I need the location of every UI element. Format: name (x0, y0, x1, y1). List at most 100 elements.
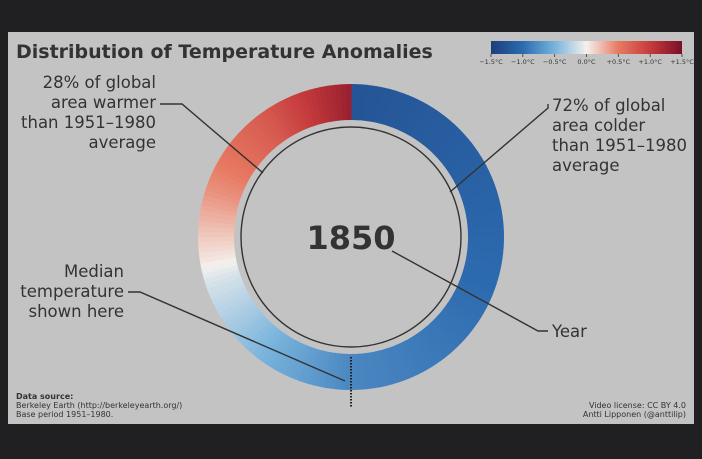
ring-segment (402, 99, 424, 134)
ring-segment (313, 87, 328, 124)
anomaly-ring (197, 84, 504, 390)
ring-segment (244, 320, 273, 351)
ring-segment (207, 179, 243, 197)
ring-segment (260, 331, 286, 364)
ring-segment (198, 240, 235, 248)
ring-segment (419, 113, 446, 146)
ring-segment (355, 84, 363, 121)
license-note: Video license: CC BY 4.0 Antti Lipponen … (583, 401, 686, 419)
ring-segment (466, 253, 503, 265)
ring-segment (283, 341, 304, 377)
ring-segment (215, 291, 250, 314)
ring-segment (213, 164, 248, 186)
ring-segment (223, 302, 257, 327)
ring-segment (456, 169, 492, 190)
ring-segment (426, 119, 454, 151)
median-leader (128, 291, 346, 382)
ring-segment (283, 96, 304, 132)
ring-segment (423, 116, 450, 148)
ring-segment (334, 353, 343, 390)
colder-annotation: 72% of global area colder than 1951–1980… (552, 96, 687, 175)
ring-segment (416, 110, 442, 143)
ring-segment (274, 101, 297, 136)
ring-segment (319, 86, 332, 123)
ring-segment (460, 273, 497, 290)
ring-segment (429, 123, 458, 154)
ring-segment (261, 109, 286, 143)
colder-leader (449, 104, 549, 193)
ring-segment (431, 318, 462, 348)
ring-segment (425, 323, 454, 355)
ring-segment (460, 184, 497, 202)
colorbar-tick-label: −1.0°C (511, 58, 535, 66)
ring-segment (467, 231, 504, 238)
ring-segment (324, 85, 336, 122)
ring-segment (467, 241, 504, 249)
year-leader (391, 250, 548, 332)
colorbar-tick-label: 0.0°C (577, 58, 596, 66)
ring-segment (371, 86, 384, 123)
warmer-label-line: average (88, 133, 156, 152)
ring-segment (201, 199, 238, 213)
chart-title: Distribution of Temperature Anomalies (16, 41, 433, 63)
license-line: Video license: CC BY 4.0 (589, 401, 686, 410)
ring-segment (457, 280, 493, 300)
colorbar-tick-label: −0.5°C (543, 58, 567, 66)
ring-segment (209, 174, 245, 194)
ring-segment (210, 284, 246, 305)
ring-segment (265, 106, 290, 141)
ring-segment (363, 84, 373, 122)
ring-segment (269, 104, 293, 138)
ring-segment (419, 329, 446, 362)
year-annotation: Year (551, 322, 587, 341)
ring-segment (442, 305, 475, 332)
ring-segment (359, 84, 368, 121)
ring-segment (416, 331, 441, 365)
ring-segment (199, 209, 236, 221)
colder-label-line: 72% of global (552, 96, 665, 115)
ring-segment (428, 321, 458, 352)
ring-segment (390, 345, 409, 381)
colorbar-tick-label: +1.5°C (670, 58, 694, 66)
warmer-label-line: 28% of global (43, 73, 156, 92)
ring-segment (218, 295, 252, 319)
ring-segment (205, 184, 242, 201)
ring-segment (244, 122, 274, 153)
ring-segment (198, 220, 235, 229)
ring-segment (362, 352, 373, 390)
ring-segment (226, 305, 259, 332)
ring-segment (464, 261, 501, 275)
ring-segment (383, 89, 399, 126)
ring-segment (387, 91, 404, 128)
ring-segment (413, 107, 438, 141)
ring-segment (220, 298, 255, 323)
ring-segment (466, 210, 503, 222)
ring-segment (366, 352, 378, 389)
ring-segment (202, 264, 239, 280)
ring-segment (382, 348, 399, 385)
ring-segment (386, 346, 404, 383)
ring-segment (200, 256, 237, 269)
ring-segment (447, 151, 482, 176)
data-source-note: Data source: Berkeley Earth (http://berk… (16, 392, 182, 419)
ring-segment (445, 147, 479, 172)
ring-segment (350, 353, 357, 390)
ring-segment (308, 88, 324, 125)
ring-segment (440, 309, 472, 336)
ring-segment (465, 257, 502, 270)
ring-segment (205, 272, 242, 290)
ring-segment (398, 342, 419, 378)
ring-segment (329, 352, 339, 390)
ring-segment (198, 215, 236, 225)
ring-segment (465, 205, 502, 218)
colorbar: −1.5°C −1.0°C −0.5°C 0.0°C +0.5°C +1.0°C +1.5°… (479, 41, 694, 66)
ring-segment (435, 130, 466, 160)
ring-segment (463, 265, 500, 280)
ring-segment (409, 104, 433, 139)
ring-segment (213, 287, 248, 309)
ring-segment (340, 84, 348, 121)
ring-segment (405, 101, 429, 136)
ring-segment (452, 160, 487, 183)
ring-segment (375, 87, 389, 124)
ring-segment (462, 269, 499, 285)
